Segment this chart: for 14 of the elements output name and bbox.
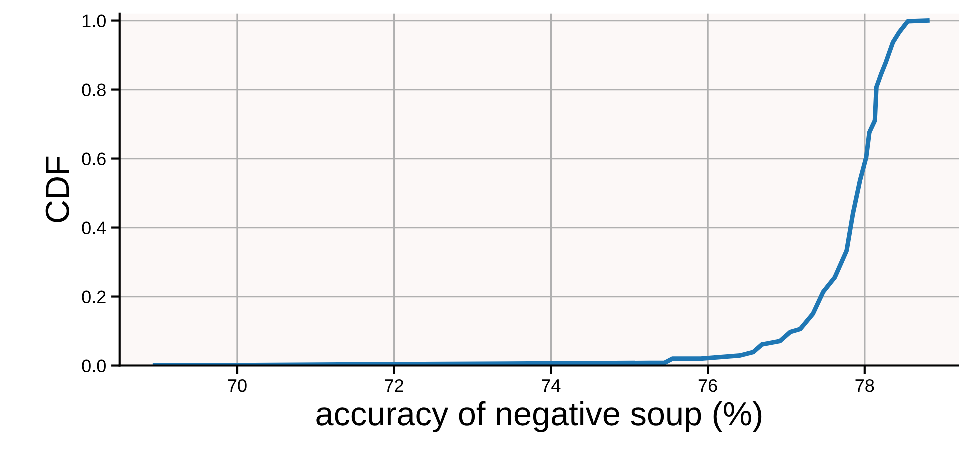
line-series	[152, 18, 930, 366]
x-tick-label: 74	[542, 380, 561, 392]
x-tick-label: 72	[385, 379, 404, 392]
y-tick-label: 0.2	[82, 290, 106, 304]
x-tick-label: 78	[856, 379, 874, 392]
x-tick-label: 76	[698, 379, 718, 392]
y-tick-label: 0.0	[82, 360, 106, 372]
y-tick-label: 1.0	[82, 14, 106, 28]
x-axis-title: accuracy of negative soup (%)	[316, 401, 762, 432]
y-axis-title: CDF	[46, 156, 70, 222]
y-tick-label: 0.4	[82, 222, 106, 234]
y-tick-label: 0.8	[82, 84, 106, 97]
y-tick-label: 0.6	[82, 152, 106, 166]
x-tick-label: 70	[228, 379, 247, 392]
